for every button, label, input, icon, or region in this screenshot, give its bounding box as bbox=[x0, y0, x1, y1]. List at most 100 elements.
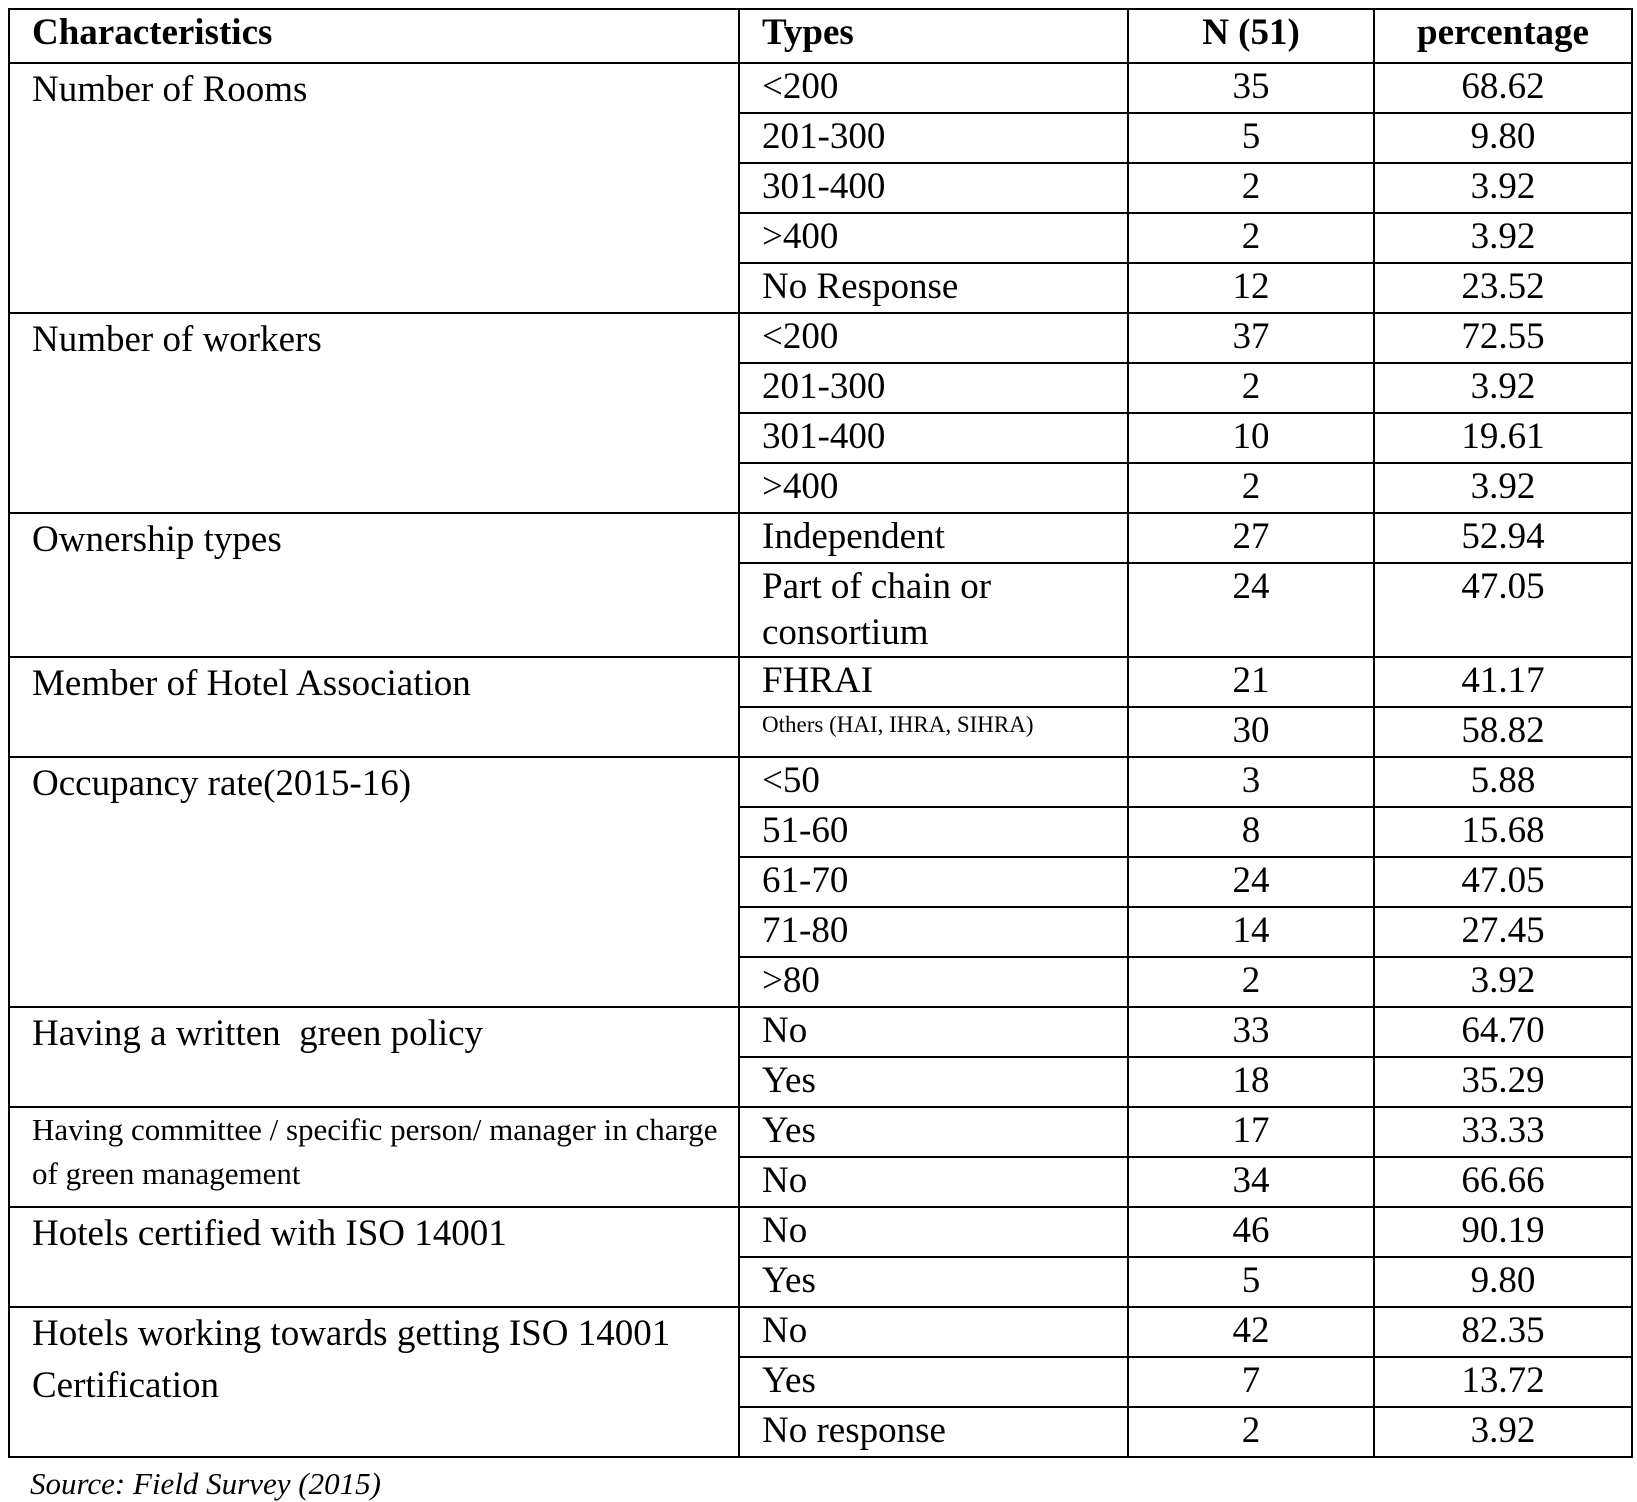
percentage-cell: 68.62 bbox=[1373, 62, 1633, 114]
percentage-cell: 3.92 bbox=[1373, 362, 1633, 414]
percentage-cell: 9.80 bbox=[1373, 112, 1633, 164]
type-cell: 301-400 bbox=[738, 162, 1129, 214]
count-cell: 14 bbox=[1127, 906, 1375, 958]
table-row: >400 2 3.92 bbox=[9, 462, 1633, 514]
percentage-cell: 3.92 bbox=[1373, 956, 1633, 1008]
count-cell: 42 bbox=[1127, 1306, 1375, 1358]
percentage-cell: 47.05 bbox=[1373, 856, 1633, 908]
percentage-cell: 3.92 bbox=[1373, 212, 1633, 264]
characteristic-cell: Occupancy rate(2015-16) bbox=[8, 756, 740, 1008]
percentage-cell: 64.70 bbox=[1373, 1006, 1633, 1058]
characteristic-cell: Hotels certified with ISO 14001 bbox=[8, 1206, 740, 1308]
table-row: Occupancy rate(2015-16) <50 3 5.88 bbox=[8, 756, 1633, 1008]
table-row: 61-70 24 47.05 bbox=[9, 856, 1633, 908]
type-cell: No bbox=[738, 1156, 1129, 1208]
count-cell: 34 bbox=[1127, 1156, 1375, 1208]
count-cell: 5 bbox=[1127, 1256, 1375, 1308]
characteristic-cell: Having a written green policy bbox=[8, 1006, 740, 1108]
type-cell: 51-60 bbox=[738, 806, 1129, 858]
percentage-cell: 3.92 bbox=[1373, 1406, 1633, 1458]
count-cell: 46 bbox=[1127, 1206, 1375, 1258]
table-row: Yes 18 35.29 bbox=[9, 1056, 1633, 1108]
count-cell: 17 bbox=[1127, 1106, 1375, 1158]
type-cell: Yes bbox=[738, 1356, 1129, 1408]
count-cell: 2 bbox=[1127, 162, 1375, 214]
count-cell: 2 bbox=[1127, 1406, 1375, 1458]
table-row: Hotels certified with ISO 14001 No 46 90.19 bbox=[8, 1206, 1633, 1308]
type-cell: Yes bbox=[738, 1056, 1129, 1108]
type-cell: Yes bbox=[738, 1256, 1129, 1308]
table-row: No Response 12 23.52 bbox=[9, 262, 1633, 314]
count-cell: 2 bbox=[1127, 362, 1375, 414]
type-cell: 201-300 bbox=[738, 362, 1129, 414]
table-row: >400 2 3.92 bbox=[9, 212, 1633, 264]
count-cell: 2 bbox=[1127, 212, 1375, 264]
percentage-cell: 90.19 bbox=[1373, 1206, 1633, 1258]
count-cell: 5 bbox=[1127, 112, 1375, 164]
type-cell: <200 bbox=[738, 62, 1129, 114]
characteristic-cell: Hotels working towards getting ISO 14001… bbox=[8, 1306, 740, 1458]
percentage-cell: 72.55 bbox=[1373, 312, 1633, 364]
count-cell: 2 bbox=[1127, 956, 1375, 1008]
table-row: Ownership types Independent 27 52.94 bbox=[8, 512, 1633, 658]
percentage-cell: 82.35 bbox=[1373, 1306, 1633, 1358]
type-cell: No Response bbox=[738, 262, 1129, 314]
percentage-cell: 23.52 bbox=[1373, 262, 1633, 314]
type-cell: Others (HAI, IHRA, SIHRA) bbox=[738, 706, 1129, 758]
percentage-cell: 47.05 bbox=[1373, 562, 1633, 658]
type-cell: No bbox=[738, 1006, 1129, 1058]
count-cell: 35 bbox=[1127, 62, 1375, 114]
type-cell: >400 bbox=[738, 462, 1129, 514]
count-cell: 12 bbox=[1127, 262, 1375, 314]
table-row: No response 2 3.92 bbox=[9, 1406, 1633, 1458]
characteristics-table: Characteristics Types N (51) percentage … bbox=[8, 8, 1633, 1458]
table-row: 51-60 8 15.68 bbox=[9, 806, 1633, 858]
count-cell: 37 bbox=[1127, 312, 1375, 364]
type-cell: FHRAI bbox=[738, 656, 1129, 708]
header-cell: N (51) bbox=[1127, 8, 1375, 64]
count-cell: 21 bbox=[1127, 656, 1375, 708]
type-cell: Yes bbox=[738, 1106, 1129, 1158]
percentage-cell: 52.94 bbox=[1373, 512, 1633, 564]
table-row: >80 2 3.92 bbox=[9, 956, 1633, 1008]
table-row: Yes 5 9.80 bbox=[9, 1256, 1633, 1308]
type-cell: 71-80 bbox=[738, 906, 1129, 958]
type-cell: 201-300 bbox=[738, 112, 1129, 164]
table-row: Hotels working towards getting ISO 14001… bbox=[8, 1306, 1633, 1458]
percentage-cell: 15.68 bbox=[1373, 806, 1633, 858]
type-cell: 61-70 bbox=[738, 856, 1129, 908]
count-cell: 7 bbox=[1127, 1356, 1375, 1408]
percentage-cell: 19.61 bbox=[1373, 412, 1633, 464]
table-row: Having committee / specific person/ mana… bbox=[8, 1106, 1633, 1208]
percentage-cell: 27.45 bbox=[1373, 906, 1633, 958]
table-row: Having a written green policy No 33 64.70 bbox=[8, 1006, 1633, 1108]
count-cell: 2 bbox=[1127, 462, 1375, 514]
table-row: 201-300 5 9.80 bbox=[9, 112, 1633, 164]
count-cell: 24 bbox=[1127, 856, 1375, 908]
table-row: 201-300 2 3.92 bbox=[9, 362, 1633, 414]
percentage-cell: 41.17 bbox=[1373, 656, 1633, 708]
header-cell: percentage bbox=[1373, 8, 1633, 64]
header-cell: Types bbox=[738, 8, 1129, 64]
characteristic-cell: Member of Hotel Association bbox=[8, 656, 740, 758]
type-cell: <50 bbox=[738, 756, 1129, 808]
characteristic-cell: Having committee / specific person/ mana… bbox=[8, 1106, 740, 1208]
count-cell: 10 bbox=[1127, 412, 1375, 464]
table-row: 301-400 10 19.61 bbox=[9, 412, 1633, 464]
count-cell: 33 bbox=[1127, 1006, 1375, 1058]
table-row: Number of workers <200 37 72.55 bbox=[8, 312, 1633, 514]
percentage-cell: 13.72 bbox=[1373, 1356, 1633, 1408]
header-cell: Characteristics bbox=[8, 8, 740, 64]
count-cell: 30 bbox=[1127, 706, 1375, 758]
count-cell: 8 bbox=[1127, 806, 1375, 858]
percentage-cell: 66.66 bbox=[1373, 1156, 1633, 1208]
percentage-cell: 3.92 bbox=[1373, 462, 1633, 514]
header-row: Characteristics Types N (51) percentage bbox=[8, 8, 1633, 64]
table-row: Part of chain or consortium 24 47.05 bbox=[9, 562, 1633, 658]
type-cell: 301-400 bbox=[738, 412, 1129, 464]
table-row: Others (HAI, IHRA, SIHRA) 30 58.82 bbox=[9, 706, 1633, 758]
count-cell: 27 bbox=[1127, 512, 1375, 564]
table-row: Number of Rooms <200 35 68.62 bbox=[8, 62, 1633, 314]
table-header: Characteristics Types N (51) percentage bbox=[8, 8, 1633, 64]
table-row: Member of Hotel Association FHRAI 21 41.17 bbox=[8, 656, 1633, 758]
